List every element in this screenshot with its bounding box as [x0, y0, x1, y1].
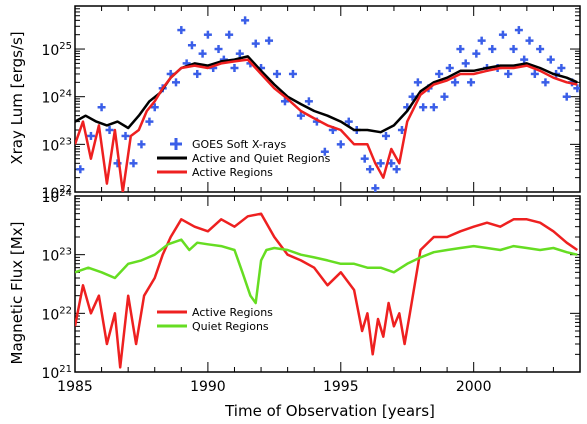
goes-data-point: [344, 117, 353, 126]
goes-data-point: [509, 45, 518, 54]
legend-label: Active Regions: [192, 166, 273, 179]
goes-data-point: [198, 49, 207, 58]
legend-label: Active and Quiet Regions: [192, 152, 331, 165]
goes-data-point: [467, 78, 476, 87]
legend-label: GOES Soft X-rays: [192, 138, 287, 151]
goes-data-point: [172, 78, 180, 87]
goes-data-point: [419, 103, 428, 112]
x-tick-label: 2000: [456, 379, 492, 395]
x-tick-label: 1995: [323, 379, 359, 395]
y-tick-label: 1022: [41, 305, 72, 323]
active-and-quiet-regions-line: [75, 55, 578, 134]
goes-data-point: [451, 78, 460, 87]
goes-data-point: [296, 111, 305, 120]
x-tick-label: 1990: [190, 379, 226, 395]
top-ylabel: Xray Lum [ergs/s]: [8, 31, 26, 164]
goes-data-point: [376, 159, 385, 168]
goes-data-point: [573, 84, 580, 93]
goes-data-point: [514, 26, 523, 35]
goes-data-point: [488, 45, 497, 54]
legend-label: Active Regions: [192, 306, 273, 319]
goes-data-point: [520, 55, 529, 64]
y-tick-label: 1023: [41, 136, 72, 154]
goes-data-point: [546, 55, 555, 64]
magnetic-flux-panel: 1021 1022 1023 1024 1985 1990 1995 2000 Active R…: [41, 188, 581, 395]
active-regions-line: [75, 212, 579, 369]
goes-data-point: [371, 184, 380, 192]
y-tick-label: 1024: [41, 188, 72, 206]
goes-data-point: [203, 30, 212, 39]
goes-data-point: [273, 69, 281, 78]
goes-data-point: [472, 49, 481, 58]
goes-data-point: [230, 64, 239, 72]
goes-data-point: [429, 103, 438, 112]
y-tick-label: 1022: [41, 184, 72, 202]
goes-data-point: [381, 131, 390, 140]
goes-data-point: [251, 39, 260, 48]
goes-data-point: [304, 97, 313, 106]
goes-data-point: [121, 131, 130, 140]
goes-data-point: [392, 165, 401, 174]
y-tick-label: 1025: [41, 41, 72, 59]
goes-data-point: [150, 103, 159, 112]
goes-data-point: [440, 92, 449, 101]
goes-data-point: [477, 36, 486, 45]
goes-data-point: [541, 78, 550, 87]
quiet-regions-line: [75, 238, 578, 305]
y-tick-label: 1023: [41, 247, 72, 265]
goes-data-point: [408, 92, 417, 101]
goes-data-point: [360, 154, 369, 163]
bottom-xlabel: Time of Observation [years]: [224, 402, 435, 420]
goes-data-point: [214, 45, 223, 54]
goes-data-point: [187, 41, 196, 50]
goes-data-point: [86, 131, 95, 140]
goes-data-point: [225, 30, 234, 39]
goes-data-point: [435, 69, 444, 78]
goes-data-point: [137, 140, 146, 149]
legend-label: Quiet Regions: [192, 320, 269, 333]
bottom-ylabel: Magnetic Flux [Mx]: [8, 222, 26, 365]
goes-data-point: [129, 159, 138, 168]
goes-data-point: [320, 147, 329, 156]
goes-data-point: [530, 69, 539, 78]
goes-data-point: [413, 78, 422, 87]
goes-data-point: [97, 103, 106, 112]
plot-frame: [74, 195, 581, 373]
goes-data-point: [265, 36, 274, 45]
goes-data-point: [461, 59, 470, 68]
goes-data-point: [562, 92, 571, 101]
goes-data-point: [288, 69, 297, 78]
goes-data-point: [387, 159, 396, 168]
goes-data-point: [280, 97, 289, 106]
goes-data-point: [456, 45, 465, 54]
goes-data-point: [557, 64, 566, 72]
goes-data-point: [241, 16, 250, 25]
goes-data-point: [445, 64, 454, 72]
x-tick-label: 1985: [57, 379, 93, 395]
goes-data-point: [177, 26, 186, 35]
goes-data-point: [525, 36, 534, 45]
goes-data-point: [536, 45, 545, 54]
goes-data-point: [366, 165, 375, 174]
active-regions-line: [75, 58, 578, 192]
goes-data-point: [105, 126, 114, 134]
goes-data-point: [336, 140, 345, 149]
y-tick-label: 1024: [41, 89, 72, 107]
goes-data-point: [504, 69, 513, 78]
goes-data-point: [193, 69, 202, 78]
goes-data-point: [235, 49, 244, 58]
goes-data-point: [145, 117, 154, 126]
goes-data-point: [76, 165, 85, 174]
goes-data-point: [498, 30, 507, 39]
y-tick-label: 1021: [41, 364, 72, 382]
